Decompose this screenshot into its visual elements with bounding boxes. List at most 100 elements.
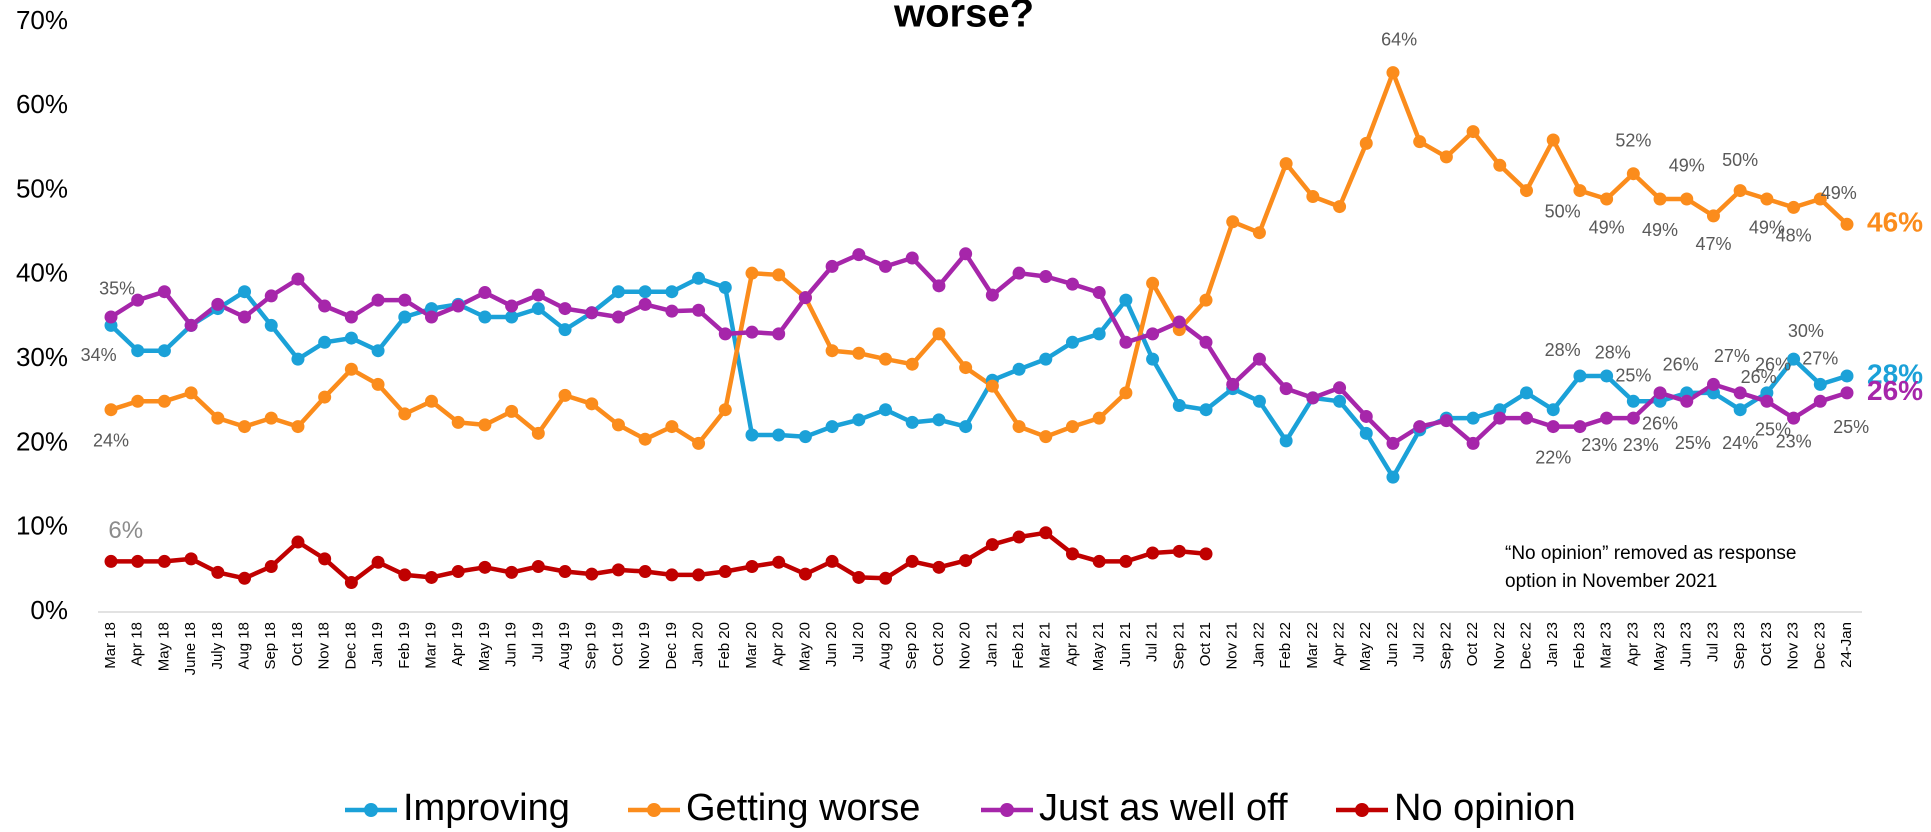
data-point xyxy=(1626,167,1640,181)
data-point xyxy=(1600,411,1614,425)
x-tick-label: Nov 20 xyxy=(957,622,974,670)
data-point xyxy=(745,428,759,442)
data-point xyxy=(1065,277,1079,291)
x-tick-label: Apr 20 xyxy=(770,622,787,666)
data-point xyxy=(585,397,599,411)
data-label: 28% xyxy=(1595,343,1631,363)
data-point xyxy=(1493,158,1507,172)
data-point xyxy=(1199,293,1213,307)
data-label: 6% xyxy=(108,517,143,544)
data-point xyxy=(1039,270,1053,284)
legend-label: Just as well off xyxy=(1039,787,1288,829)
legend-marker xyxy=(364,803,378,817)
data-label: 27% xyxy=(1714,346,1750,366)
x-tick-label: Nov 21 xyxy=(1224,622,1241,670)
data-point xyxy=(1279,434,1293,448)
data-point xyxy=(905,251,919,265)
data-label: 64% xyxy=(1381,29,1417,49)
data-point xyxy=(611,418,625,432)
data-point xyxy=(211,297,225,311)
data-point xyxy=(157,285,171,299)
data-point xyxy=(1413,135,1427,149)
x-tick-label: Mar 22 xyxy=(1304,622,1321,669)
data-point xyxy=(932,327,946,341)
data-point xyxy=(692,568,706,582)
data-point xyxy=(1386,436,1400,450)
data-point xyxy=(1520,184,1534,198)
x-tick-label: Jun 22 xyxy=(1384,622,1401,667)
data-label: 23% xyxy=(1581,435,1617,455)
data-point xyxy=(1600,192,1614,206)
data-point xyxy=(131,554,145,568)
data-point xyxy=(104,403,118,417)
data-point xyxy=(1039,430,1053,444)
x-tick-label: Feb 23 xyxy=(1571,622,1588,669)
data-point xyxy=(478,418,492,432)
y-tick-label: 0% xyxy=(30,595,68,625)
data-label: 25% xyxy=(1833,417,1869,437)
data-point xyxy=(1252,226,1266,240)
data-point xyxy=(344,331,358,345)
data-label: 34% xyxy=(81,345,117,365)
data-point xyxy=(184,318,198,332)
data-point xyxy=(665,304,679,318)
data-point xyxy=(745,559,759,573)
data-point xyxy=(879,259,893,273)
data-point xyxy=(718,327,732,341)
data-point xyxy=(424,570,438,584)
data-point xyxy=(692,271,706,285)
data-point xyxy=(1333,200,1347,214)
chart-title: worse? xyxy=(893,0,1034,36)
data-point xyxy=(558,565,572,579)
x-tick-label: Sep 20 xyxy=(903,622,920,670)
data-point xyxy=(798,430,812,444)
data-point xyxy=(478,310,492,324)
data-label: 30% xyxy=(1788,321,1824,341)
data-point xyxy=(1012,530,1026,544)
legend-label: No opinion xyxy=(1394,787,1576,829)
data-label: 49% xyxy=(1821,183,1857,203)
x-tick-label: Apr 18 xyxy=(129,622,146,666)
data-point xyxy=(1760,192,1774,206)
data-point xyxy=(291,535,305,549)
data-point xyxy=(692,303,706,317)
x-tick-label: Jul 23 xyxy=(1704,622,1721,662)
data-point xyxy=(879,571,893,585)
data-point xyxy=(157,554,171,568)
x-tick-label: July 18 xyxy=(209,622,226,670)
x-tick-label: Oct 18 xyxy=(289,622,306,666)
data-point xyxy=(1413,420,1427,434)
data-point xyxy=(718,403,732,417)
y-tick-label: 60% xyxy=(16,89,68,119)
data-label: 35% xyxy=(99,279,135,299)
data-label: 26% xyxy=(1867,375,1923,406)
data-point xyxy=(1333,394,1347,408)
x-tick-label: Sep 22 xyxy=(1437,622,1454,670)
data-point xyxy=(291,420,305,434)
data-point xyxy=(1012,420,1026,434)
data-point xyxy=(1146,327,1160,341)
data-label: 23% xyxy=(1776,432,1812,452)
x-tick-label: Nov 19 xyxy=(636,622,653,670)
data-point xyxy=(1199,335,1213,349)
x-tick-label: 24-Jan xyxy=(1838,622,1855,668)
data-point xyxy=(1733,403,1747,417)
data-point xyxy=(1813,192,1827,206)
data-point xyxy=(131,394,145,408)
x-tick-label: Jun 21 xyxy=(1117,622,1134,667)
data-label: 28% xyxy=(1867,358,1923,389)
data-point xyxy=(665,285,679,299)
x-tick-label: Apr 19 xyxy=(449,622,466,666)
data-label: 49% xyxy=(1589,217,1625,237)
data-point xyxy=(211,411,225,425)
x-tick-label: Aug 20 xyxy=(876,622,893,670)
data-point xyxy=(104,310,118,324)
data-point xyxy=(1199,403,1213,417)
x-tick-label: May 22 xyxy=(1357,622,1374,671)
x-tick-label: Dec 23 xyxy=(1811,622,1828,670)
data-point xyxy=(1520,386,1534,400)
data-point xyxy=(1012,362,1026,376)
data-point xyxy=(1573,369,1587,383)
data-point xyxy=(531,302,545,316)
data-point xyxy=(1039,526,1053,540)
